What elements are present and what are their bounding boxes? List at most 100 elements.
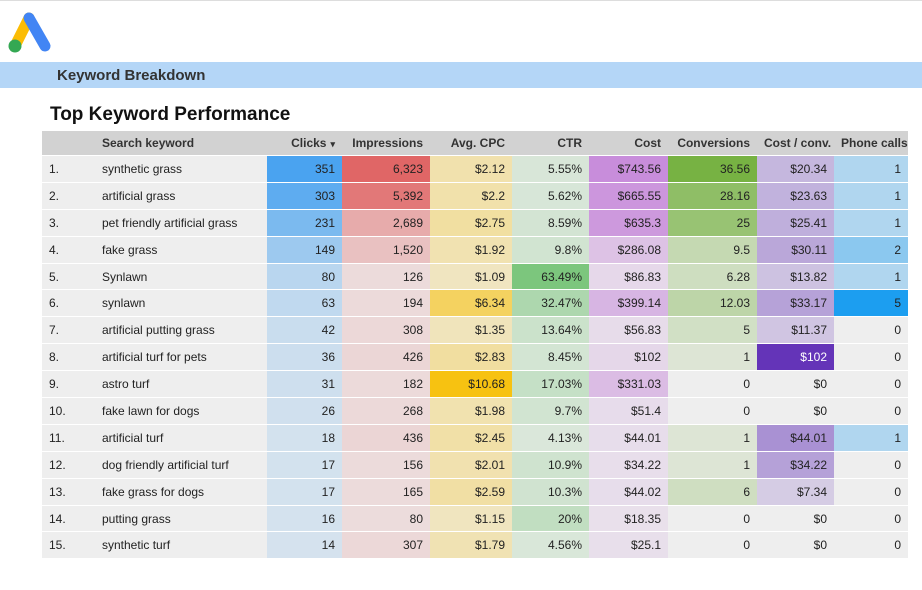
table-row: 8. artificial turf for pets 36 426 $2.83 8.45…: [42, 344, 908, 372]
metric-cell: 5,392: [342, 182, 430, 209]
metric-cell: 231: [267, 209, 342, 236]
keyword-cell: artificial turf: [95, 424, 267, 451]
metric-cell: 31: [267, 371, 342, 398]
header-label: Impressions: [352, 136, 423, 150]
metric-cell: $34.22: [589, 451, 668, 478]
metric-cell: 36: [267, 344, 342, 371]
metric-cell: 0: [668, 398, 757, 424]
header-label: Avg. CPC: [450, 136, 505, 150]
metric-cell: 126: [342, 263, 430, 290]
metric-cell: 0: [668, 505, 757, 532]
metric-cell: 1: [668, 424, 757, 451]
metric-cell: $102: [757, 344, 834, 371]
section-header: Keyword Breakdown: [0, 62, 922, 88]
header-cell: Cost: [589, 131, 668, 155]
keyword-cell: fake grass: [95, 236, 267, 263]
header-cell: CTR: [512, 131, 589, 155]
metric-cell: 194: [342, 290, 430, 317]
metric-cell: $25.41: [757, 209, 834, 236]
metric-cell: 14: [267, 532, 342, 559]
sort-indicator: ▾: [330, 139, 335, 149]
metric-cell: 1,520: [342, 236, 430, 263]
keyword-cell: dog friendly artificial turf: [95, 451, 267, 478]
metric-cell: $1.09: [430, 263, 512, 290]
index-cell: 11.: [42, 424, 95, 451]
index-cell: 2.: [42, 182, 95, 209]
metric-cell: 1: [834, 424, 908, 451]
metric-cell: $0: [757, 371, 834, 398]
metric-cell: 303: [267, 182, 342, 209]
table-row: 11. artificial turf 18 436 $2.45 4.13% $44.01 1…: [42, 424, 908, 452]
table-row: 1. synthetic grass 351 6,323 $2.12 5.55% $743.…: [42, 156, 908, 183]
metric-cell: 36.56: [668, 156, 757, 182]
metric-cell: 5: [668, 317, 757, 344]
metric-cell: 8.45%: [512, 344, 589, 371]
keyword-cell: synthetic grass: [95, 156, 267, 182]
metric-cell: 25: [668, 209, 757, 236]
metric-cell: 13.64%: [512, 317, 589, 344]
metric-cell: $0: [757, 398, 834, 424]
metric-cell: 0: [834, 532, 908, 559]
metric-cell: 12.03: [668, 290, 757, 317]
metric-cell: 4.56%: [512, 532, 589, 559]
keyword-cell: Synlawn: [95, 263, 267, 290]
table-row: 4. fake grass 149 1,520 $1.92 9.8% $286.08 9.5 $…: [42, 236, 908, 264]
index-cell: 5.: [42, 263, 95, 290]
metric-cell: 0: [668, 371, 757, 398]
keyword-cell: astro turf: [95, 371, 267, 398]
table-row: 3. pet friendly artificial grass 231 2,689 $…: [42, 209, 908, 237]
index-cell: 12.: [42, 451, 95, 478]
keyword-cell: artificial grass: [95, 182, 267, 209]
index-cell: 9.: [42, 371, 95, 398]
metric-cell: $2.01: [430, 451, 512, 478]
metric-cell: 0: [834, 371, 908, 398]
metric-cell: 32.47%: [512, 290, 589, 317]
header-label: Cost / conv.: [764, 136, 832, 150]
metric-cell: $44.01: [757, 424, 834, 451]
keyword-cell: putting grass: [95, 505, 267, 532]
metric-cell: $2.12: [430, 156, 512, 182]
metric-cell: 0: [834, 398, 908, 424]
metric-cell: 308: [342, 317, 430, 344]
metric-cell: 28.16: [668, 182, 757, 209]
metric-cell: 6: [668, 478, 757, 505]
metric-cell: $0: [757, 532, 834, 559]
metric-cell: $2.75: [430, 209, 512, 236]
metric-cell: $11.37: [757, 317, 834, 344]
metric-cell: 426: [342, 344, 430, 371]
metric-cell: 0: [834, 505, 908, 532]
metric-cell: 0: [834, 344, 908, 371]
metric-cell: $399.14: [589, 290, 668, 317]
header-row: Search keyword Clicks ▾ Impressions Avg. CPC…: [42, 131, 908, 156]
metric-cell: $2.83: [430, 344, 512, 371]
metric-cell: 1: [668, 344, 757, 371]
metric-cell: 6.28: [668, 263, 757, 290]
metric-cell: $2.45: [430, 424, 512, 451]
metric-cell: $1.15: [430, 505, 512, 532]
metric-cell: $20.34: [757, 156, 834, 182]
header-cell: [42, 131, 95, 155]
metric-cell: $2.2: [430, 182, 512, 209]
index-cell: 4.: [42, 236, 95, 263]
header-cell: Clicks ▾: [267, 131, 342, 155]
index-cell: 14.: [42, 505, 95, 532]
keyword-cell: pet friendly artificial grass: [95, 209, 267, 236]
metric-cell: 5: [834, 290, 908, 317]
header-cell: Search keyword: [95, 131, 267, 155]
header-cell: Conversions: [668, 131, 757, 155]
keyword-cell: artificial putting grass: [95, 317, 267, 344]
metric-cell: $86.83: [589, 263, 668, 290]
table-row: 9. astro turf 31 182 $10.68 17.03% $331.03 0 $0 0: [42, 371, 908, 399]
metric-cell: 436: [342, 424, 430, 451]
keyword-cell: synthetic turf: [95, 532, 267, 559]
header-label: Clicks: [291, 136, 327, 150]
index-cell: 10.: [42, 398, 95, 424]
metric-cell: 2: [834, 236, 908, 263]
metric-cell: 182: [342, 371, 430, 398]
metric-cell: 17: [267, 451, 342, 478]
metric-cell: 8.59%: [512, 209, 589, 236]
metric-cell: $665.55: [589, 182, 668, 209]
table-row: 14. putting grass 16 80 $1.15 20% $18.35 0 $0 0: [42, 505, 908, 533]
header-label: Conversions: [677, 136, 750, 150]
index-cell: 15.: [42, 532, 95, 559]
